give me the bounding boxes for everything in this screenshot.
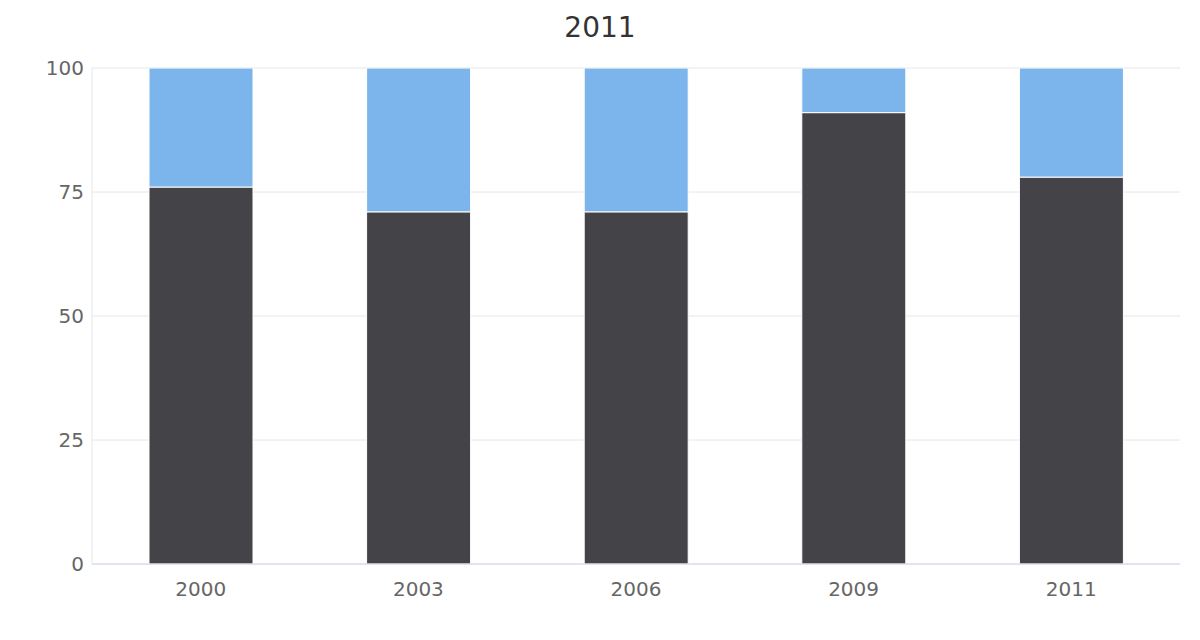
svg-text:2011: 2011 — [1046, 577, 1097, 601]
svg-text:2000: 2000 — [175, 577, 226, 601]
html-text:2011: 2011 — [564, 11, 636, 44]
svg-text:75: 75 — [59, 180, 84, 204]
svg-text:2006: 2006 — [611, 577, 662, 601]
svg-text:100: 100 — [46, 56, 84, 80]
svg-text:2009: 2009 — [828, 577, 879, 601]
svg-text:0: 0 — [71, 552, 84, 576]
svg-text:25: 25 — [59, 428, 84, 452]
svg-text:2003: 2003 — [393, 577, 444, 601]
svg-text:50: 50 — [59, 304, 84, 328]
